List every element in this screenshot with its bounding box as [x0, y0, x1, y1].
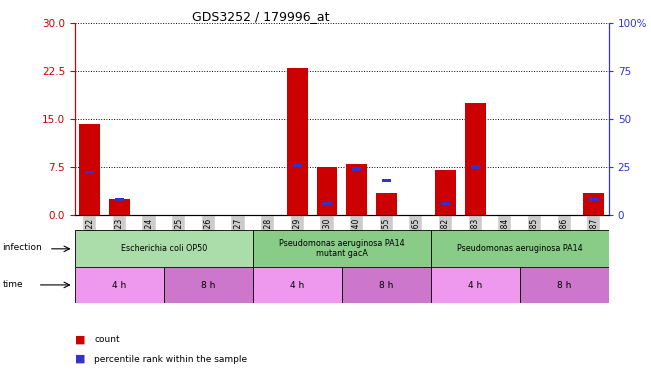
Text: Pseudomonas aeruginosa PA14: Pseudomonas aeruginosa PA14 [457, 244, 583, 253]
Bar [465, 103, 486, 215]
Text: 4 h: 4 h [468, 281, 482, 290]
Text: 4 h: 4 h [112, 281, 126, 290]
Text: time: time [3, 280, 23, 290]
Text: Escherichia coli OP50: Escherichia coli OP50 [120, 244, 207, 253]
Bar [346, 164, 367, 215]
Text: 4 h: 4 h [290, 281, 305, 290]
Bar [85, 171, 94, 174]
Bar [115, 198, 124, 201]
Bar [431, 267, 519, 303]
Text: 8 h: 8 h [379, 281, 393, 290]
Bar [589, 198, 598, 201]
Text: count: count [94, 335, 120, 344]
Bar [352, 167, 361, 170]
Text: 8 h: 8 h [201, 281, 215, 290]
Text: 8 h: 8 h [557, 281, 572, 290]
Bar [471, 166, 480, 169]
Text: ■: ■ [75, 354, 85, 364]
Text: Pseudomonas aeruginosa PA14
mutant gacA: Pseudomonas aeruginosa PA14 mutant gacA [279, 239, 404, 258]
Bar [519, 267, 609, 303]
Bar [253, 230, 431, 267]
Bar [583, 193, 604, 215]
Bar [322, 202, 331, 205]
Bar [381, 179, 391, 182]
Bar [342, 267, 431, 303]
Bar [431, 230, 609, 267]
Bar [376, 193, 396, 215]
Bar [75, 267, 164, 303]
Bar [109, 199, 130, 215]
Text: percentile rank within the sample: percentile rank within the sample [94, 354, 247, 364]
Bar [75, 230, 253, 267]
Bar [164, 267, 253, 303]
Text: ■: ■ [75, 335, 85, 345]
Bar [435, 170, 456, 215]
Bar [316, 167, 337, 215]
Bar [287, 68, 308, 215]
Bar [253, 267, 342, 303]
Text: infection: infection [3, 243, 42, 252]
Text: GDS3252 / 179996_at: GDS3252 / 179996_at [191, 10, 329, 23]
Bar [79, 124, 100, 215]
Bar [292, 164, 302, 167]
Bar [441, 202, 450, 205]
